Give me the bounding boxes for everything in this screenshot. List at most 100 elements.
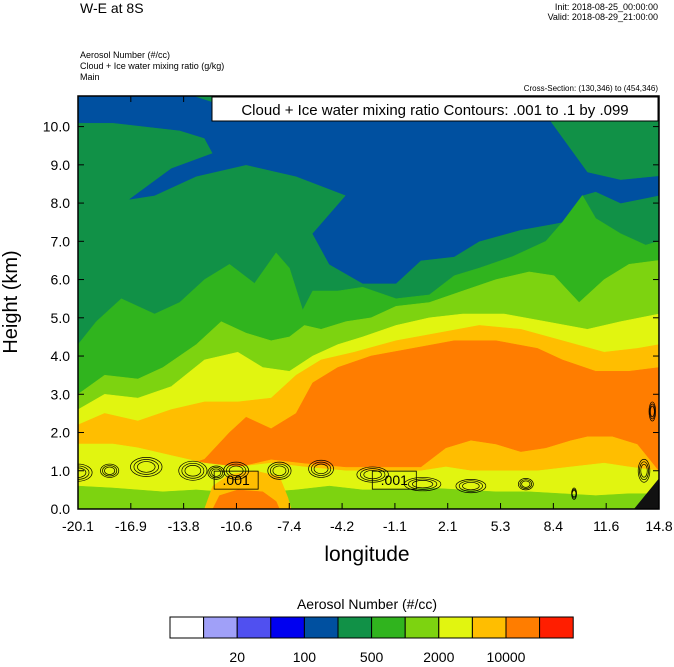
contour-line	[313, 463, 329, 475]
contour-line	[649, 403, 656, 420]
axes: -20.1 -16.9 -13.8 -10.6 -7.4 -4.2 -1.1 2.1 5.3 8.…	[43, 96, 673, 534]
contour-line	[407, 478, 438, 490]
colorbar-tick-label: 20	[229, 649, 245, 665]
colorbar-swatch	[438, 616, 473, 639]
plot-frame	[77, 95, 660, 510]
colorbar-tick-label: 100	[293, 649, 317, 665]
y-tick-label: 8.0	[51, 195, 71, 211]
y-tick-label: 6.0	[51, 272, 71, 288]
contour-label-box	[213, 470, 259, 490]
contour-title: Cloud + Ice water mixing ratio Contours:…	[241, 102, 628, 119]
x-tick-label: 8.4	[544, 518, 564, 534]
contour-line	[308, 459, 334, 478]
x-tick-label: 11.6	[593, 518, 619, 534]
y-tick-label: 2.0	[51, 425, 71, 441]
contour-line	[78, 465, 90, 480]
filled-contours	[78, 96, 659, 509]
chart-title: W-E at 8S	[80, 0, 144, 16]
contour-line	[209, 467, 224, 479]
contour-line	[458, 480, 483, 492]
contour-line	[267, 461, 292, 480]
contour-title-box: Cloud + Ice water mixing ratio Contours:…	[211, 96, 659, 122]
terrain	[634, 478, 659, 509]
x-tick-label: -16.9	[115, 518, 147, 534]
contour-line	[104, 466, 116, 475]
y-tick-label: 3.0	[51, 386, 71, 402]
contour-line	[637, 458, 651, 483]
contour-line	[269, 463, 289, 478]
contour-line	[133, 459, 159, 475]
field-label-cloud-ice: Cloud + Ice water mixing ratio (g/kg)	[80, 61, 225, 71]
x-tick-label: 5.3	[491, 518, 511, 534]
colorbar-tick-label: 10000	[487, 649, 526, 665]
x-tick-label: -4.2	[330, 518, 354, 534]
cross-section-label: Cross-Section: (130,346) to (454,346)	[523, 84, 658, 93]
y-axis-title: Height (km)	[0, 250, 22, 353]
x-tick-label: -7.4	[277, 518, 301, 534]
contour-line	[571, 487, 577, 500]
contour-label: .001	[223, 472, 250, 488]
contour-line	[640, 463, 648, 478]
x-tick-label: 2.1	[438, 518, 458, 534]
contour-line	[137, 461, 156, 473]
contour-line	[517, 478, 534, 491]
y-tick-label: 10.0	[43, 119, 70, 135]
contour-line	[411, 480, 434, 489]
x-tick-label: -20.1	[62, 518, 94, 534]
layer-low-red	[212, 489, 280, 509]
colorbar-swatch	[203, 616, 238, 639]
contour-label-box	[371, 470, 417, 490]
colorbar-swatch	[337, 616, 373, 639]
x-tick-label: -13.8	[168, 518, 200, 534]
contour-line	[519, 479, 533, 489]
contour-labels: .001 .001	[213, 470, 417, 490]
y-tick-label: 5.0	[51, 310, 71, 326]
x-axis-title: longitude	[324, 543, 410, 566]
y-tick-label: 4.0	[51, 348, 71, 364]
colorbar-title: Aerosol Number (#/cc)	[296, 596, 438, 612]
init-time: Init: 2018-08-25_00:00:00	[554, 2, 658, 12]
contour-line	[272, 465, 287, 476]
colorbar-swatch	[404, 616, 440, 639]
y-tick-label: 0.0	[51, 501, 71, 517]
contour-line	[102, 465, 118, 477]
contour-line	[521, 480, 531, 488]
contour-line	[211, 468, 222, 477]
x-tick-label: -1.1	[383, 518, 407, 534]
x-tick-label: -10.6	[220, 518, 252, 534]
y-tick-label: 7.0	[51, 233, 71, 249]
colorbar-tick-label: 2000	[423, 649, 454, 665]
valid-time: Valid: 2018-08-29_21:00:00	[547, 12, 658, 22]
contour-line	[462, 481, 480, 491]
contour-line	[455, 479, 487, 494]
contour-line	[130, 457, 163, 477]
contour-line	[648, 401, 657, 422]
field-label-aerosol: Aerosol Number (#/cc)	[80, 50, 171, 60]
contour-line	[100, 463, 120, 478]
contour-line	[181, 462, 205, 479]
x-tick-label: 14.8	[645, 518, 672, 534]
colorbar-swatch	[505, 616, 541, 639]
contour-line	[639, 461, 649, 481]
contour-line	[184, 465, 202, 477]
colorbar-swatch	[539, 616, 574, 639]
contour-line	[310, 461, 332, 476]
colorbar-swatch	[270, 616, 305, 639]
colorbar-swatch	[169, 616, 205, 639]
colorbar-swatch	[303, 616, 339, 639]
contour-line	[178, 460, 208, 481]
colorbar: 20 100 500 2000 10000	[169, 616, 574, 665]
y-tick-label: 1.0	[51, 463, 71, 479]
contour-label: .001	[381, 472, 408, 488]
field-label-main: Main	[80, 72, 100, 82]
colorbar-swatch	[236, 616, 272, 639]
contour-line	[571, 490, 577, 498]
y-tick-label: 9.0	[51, 157, 71, 173]
contour-line	[403, 477, 442, 492]
colorbar-swatch	[471, 616, 507, 639]
contour-line	[649, 405, 655, 418]
contour-line	[207, 465, 225, 480]
colorbar-swatch	[371, 616, 406, 639]
colorbar-tick-label: 500	[360, 649, 384, 665]
